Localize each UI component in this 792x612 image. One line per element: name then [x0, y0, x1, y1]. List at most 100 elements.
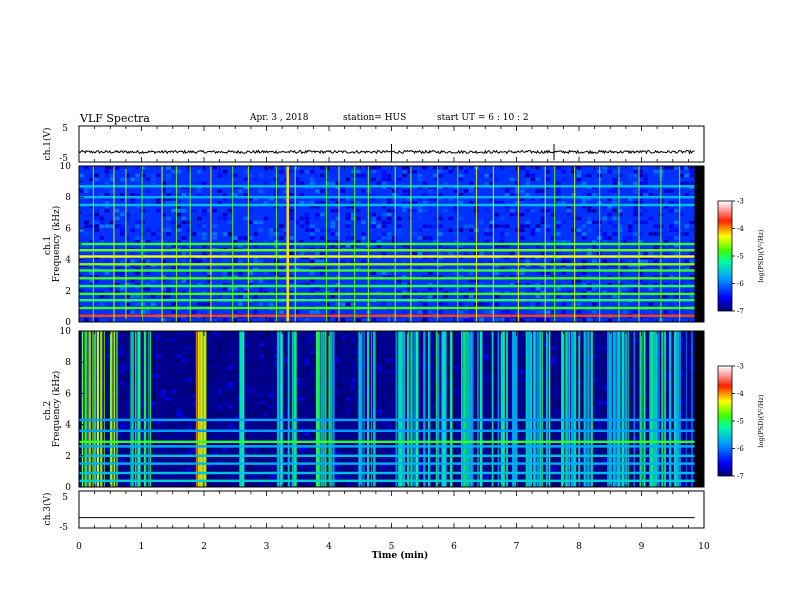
- spec-cell: [397, 228, 402, 232]
- spec-cell: [145, 409, 151, 413]
- spec-cell: [448, 216, 453, 221]
- spec-cell: [612, 197, 618, 201]
- spec-cell: [258, 302, 264, 306]
- spec-cell: [140, 310, 146, 314]
- spec-burst: [400, 331, 404, 487]
- spec-cell: [633, 409, 638, 413]
- spec-cell: [412, 201, 418, 205]
- spec-cell: [232, 370, 238, 374]
- spec-cell: [325, 381, 330, 386]
- spec-spike: [92, 166, 94, 322]
- y-tick-label: 2: [65, 287, 71, 297]
- spec-cell: [453, 385, 459, 390]
- spec-cell: [294, 286, 300, 291]
- spec-cell: [433, 267, 438, 271]
- spec-cell: [638, 267, 643, 271]
- spec-cell: [253, 177, 258, 182]
- spec-cell: [627, 420, 633, 425]
- spec-cell: [335, 259, 341, 264]
- ch1-spec-ylabel-channel: ch.1: [43, 236, 53, 255]
- spec-cell: [166, 228, 171, 232]
- spec-cell: [612, 216, 618, 221]
- spec-cell: [356, 318, 361, 322]
- spec-cell: [243, 389, 248, 393]
- spec-cell: [320, 310, 325, 314]
- spec-cell: [253, 294, 258, 299]
- spec-cell: [674, 201, 679, 205]
- spec-cell: [330, 244, 335, 248]
- spec-cell: [638, 189, 643, 193]
- spec-cell: [381, 169, 387, 174]
- spec-cell: [484, 436, 489, 440]
- spec-cell: [592, 401, 597, 405]
- spec-cell: [345, 420, 351, 425]
- spec-cell: [350, 385, 356, 390]
- ch2-spec-ylabel-freq: Frequency (kHz): [51, 371, 62, 448]
- spec-cell: [248, 279, 253, 283]
- spec-cell: [140, 381, 146, 386]
- spec-cell: [125, 467, 130, 471]
- spec-cell: [576, 275, 582, 279]
- spec-cell: [376, 389, 382, 393]
- spec-cell: [571, 169, 577, 174]
- spec-cell: [484, 475, 489, 479]
- y-tick-label: 8: [65, 358, 71, 368]
- spec-cell: [356, 358, 361, 362]
- spec-burst: [530, 331, 533, 487]
- spec-cell: [407, 373, 412, 378]
- spec-cell: [161, 286, 166, 291]
- spec-cell: [551, 259, 556, 264]
- spec-cell: [602, 181, 607, 186]
- spec-burst: [332, 331, 335, 487]
- spec-cell: [633, 424, 638, 429]
- spec-burst: [195, 331, 197, 487]
- spec-cell: [304, 224, 310, 228]
- spec-cell: [191, 416, 197, 421]
- spec-cell: [243, 385, 248, 390]
- spec-cell: [248, 366, 253, 370]
- spec-cell: [535, 244, 541, 248]
- spec-cell: [248, 286, 253, 291]
- spec-cell: [222, 283, 228, 287]
- spec-cell: [381, 275, 387, 279]
- spec-cell: [350, 259, 356, 264]
- spec-cell: [674, 177, 679, 182]
- spec-cell: [181, 201, 187, 205]
- spec-cell: [207, 259, 212, 264]
- spec-cell: [253, 189, 258, 193]
- spec-cell: [125, 271, 130, 275]
- spec-cell: [520, 358, 525, 362]
- spec-cell: [104, 331, 110, 335]
- spec-cell: [622, 197, 628, 201]
- spec-cell: [576, 302, 582, 306]
- spec-cell: [94, 290, 99, 295]
- spec-cell: [289, 251, 294, 256]
- spec-cell: [535, 302, 541, 306]
- spec-cell: [109, 302, 115, 306]
- spec-cell: [161, 373, 166, 378]
- spec-cell: [171, 302, 176, 306]
- spec-cell: [633, 290, 638, 295]
- spec-cell: [79, 334, 84, 339]
- spec-cell: [273, 354, 279, 358]
- spec-cell: [679, 366, 684, 370]
- spec-burst: [398, 331, 401, 487]
- spec-cell: [638, 220, 643, 225]
- spec-cell: [499, 236, 505, 240]
- spec-cell: [268, 409, 274, 413]
- spec-cell: [586, 205, 592, 209]
- spec-cell: [125, 416, 130, 421]
- spec-cell: [350, 448, 356, 452]
- spec-cell: [227, 350, 233, 354]
- spec-cell: [350, 381, 356, 386]
- spec-cell: [181, 338, 187, 343]
- spec-cell: [638, 240, 643, 244]
- spec-cell: [135, 283, 140, 287]
- spec-cell: [669, 166, 674, 170]
- spec-cell: [150, 302, 156, 306]
- spec-spike: [618, 166, 620, 322]
- spec-cell: [140, 232, 146, 236]
- spec-cell: [140, 370, 146, 374]
- spec-cell: [135, 271, 140, 275]
- spec-cell: [499, 244, 505, 248]
